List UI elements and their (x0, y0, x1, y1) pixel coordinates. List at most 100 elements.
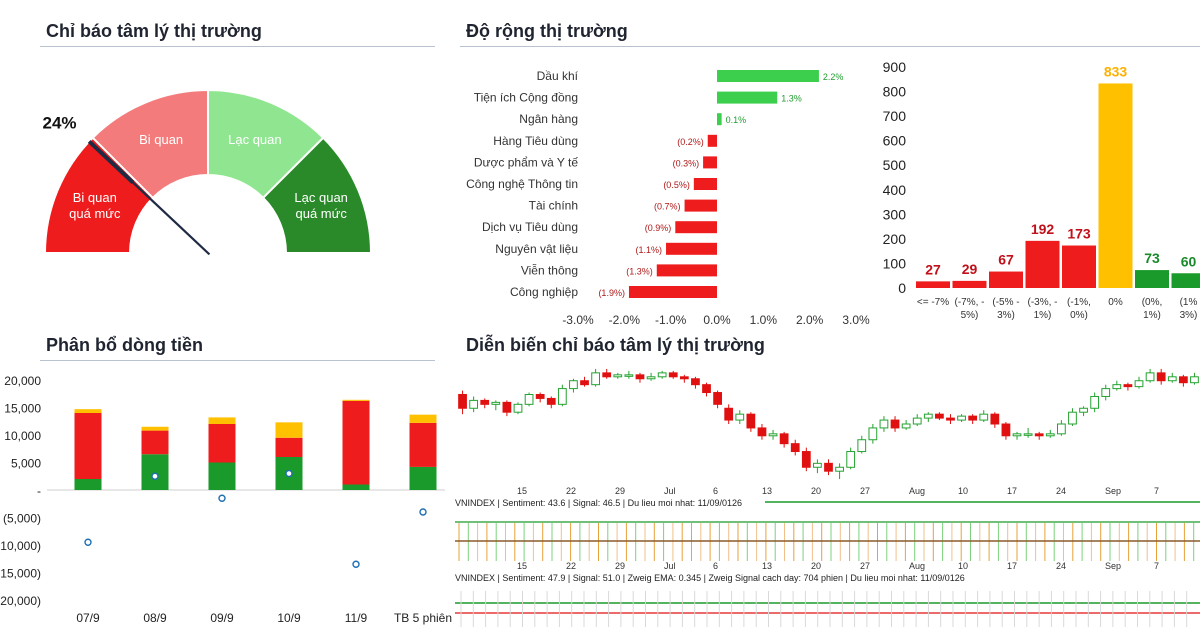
sector-bar (693, 178, 717, 190)
money-flow-title: Phân bổ dòng tiền (46, 335, 203, 355)
sector-bar (717, 91, 778, 104)
candle-body (557, 388, 567, 405)
sector-x-tick: 3.0% (842, 313, 870, 327)
candle-body (1012, 433, 1022, 437)
sector-bar (684, 199, 717, 212)
dist-x-tick: (1% (1180, 297, 1198, 308)
dist-bar (1135, 270, 1169, 288)
dist-x-tick: (-7%, - (955, 297, 985, 308)
sector-bar (703, 156, 717, 169)
flow-y-tick: - (37, 484, 41, 498)
candle-body (968, 415, 978, 421)
sector-category-label: Tiện ích Cộng đồng (474, 91, 578, 105)
sector-bar (707, 134, 717, 147)
candle-body (591, 372, 601, 386)
dist-x-tick: (0%, (1142, 297, 1163, 308)
flow-bar-segment (409, 466, 437, 490)
candle-date-label: 22 (566, 486, 576, 496)
candle-date-label: 7 (1154, 486, 1159, 496)
candle-body (1023, 433, 1033, 436)
candle-body (569, 380, 578, 390)
flow-net-dot (285, 469, 293, 478)
candle-date-label: Sep (1105, 561, 1121, 571)
market-breadth-title: Độ rộng thị trường (466, 21, 628, 41)
sector-data-label: (1.9%) (598, 288, 625, 298)
flow-bar-segment (342, 484, 370, 490)
dist-x-tick: 0%) (1070, 310, 1088, 321)
candle-body (1068, 411, 1077, 425)
candle-body (480, 399, 490, 405)
candle-body (713, 392, 722, 405)
candle-body (679, 376, 689, 380)
flow-bar-segment (342, 399, 370, 401)
sector-bar (717, 113, 722, 126)
candle-body (635, 374, 645, 380)
flow-net-dot (151, 472, 159, 480)
candle-body (535, 394, 545, 399)
sector-bar (628, 286, 717, 298)
candle-body (646, 376, 656, 380)
sector-x-tick: -2.0% (609, 313, 641, 327)
flow-x-tick: TB 5 phiên (394, 611, 452, 625)
sector-category-label: Dầu khí (537, 69, 579, 83)
sector-data-label: (0.7%) (654, 202, 681, 212)
indicator-panel-2-info: VNINDEX | Sentiment: 47.9 | Signal: 51.0… (455, 573, 965, 583)
candle-body (691, 378, 700, 386)
dist-bar (952, 280, 987, 288)
candle-body (868, 427, 878, 441)
gauge-value-label: 24% (42, 113, 76, 132)
candle-body (1056, 423, 1066, 435)
candle-body (957, 415, 966, 421)
candle-body (979, 413, 989, 421)
sector-category-label: Dược phẩm và Y tế (474, 155, 579, 169)
sector-data-label: (0.9%) (645, 223, 672, 233)
dist-x-tick: 1%) (1143, 310, 1161, 321)
dist-bar (1098, 83, 1133, 288)
dist-bar (1025, 240, 1060, 288)
sector-data-label: 0.1% (726, 115, 747, 125)
candle-body (1167, 376, 1177, 382)
candle-body (1090, 395, 1100, 409)
candle-body (491, 401, 501, 405)
candle-body (912, 417, 922, 425)
sector-x-tick: 0.0% (703, 313, 731, 327)
candle-date-label: 27 (860, 486, 870, 496)
money-flow-chart: 20,000 15,000 10,000 5,000 - (5,000) (10,000) (… (0, 374, 452, 625)
sector-x-tick: -1.0% (655, 313, 687, 327)
dist-data-label: 27 (925, 261, 941, 277)
candle-body (1178, 376, 1188, 384)
candle-body (1034, 433, 1044, 437)
candle-date-label: 6 (713, 486, 718, 496)
sentiment-gauge: Bi quan quá mức Bi quan Lạc quan Lạc quan quá… (42, 88, 373, 256)
candle-date-label: 29 (615, 486, 625, 496)
dist-x-tick: <= -7% (917, 297, 949, 308)
sector-x-tick: -3.0% (562, 313, 594, 327)
candle-body (1134, 380, 1144, 388)
candle-body (846, 451, 856, 468)
candle-body (1190, 376, 1199, 384)
candle-body (923, 413, 933, 419)
flow-net-dot (419, 508, 427, 516)
sector-data-label: 2.2% (823, 72, 844, 82)
candle-body (735, 413, 745, 421)
dist-y-tick: 600 (883, 133, 907, 149)
candle-date-label: 20 (811, 561, 821, 571)
dist-y-tick: 800 (883, 84, 907, 100)
dist-data-label: 192 (1031, 221, 1055, 237)
flow-net-dot (352, 560, 360, 568)
dist-x-tick: 5%) (961, 310, 979, 321)
indicator-panel-1-info: VNINDEX | Sentiment: 43.6 | Signal: 46.5… (455, 498, 742, 508)
sector-category-label: Ngân hàng (519, 112, 578, 126)
candle-body (813, 462, 822, 468)
flow-x-tick: 07/9 (76, 611, 100, 625)
flow-net-dot (218, 494, 226, 502)
gauge-zone-label: Lạc quan quá mức (294, 190, 348, 221)
dist-bar (1062, 245, 1096, 288)
dist-y-tick: 200 (883, 231, 907, 247)
candle-date-label: 15 (517, 486, 527, 496)
candle-body (580, 380, 589, 386)
dist-data-label: 73 (1144, 250, 1160, 266)
sector-x-tick: 2.0% (796, 313, 824, 327)
sector-bar (656, 264, 717, 277)
candle-body (790, 443, 800, 453)
